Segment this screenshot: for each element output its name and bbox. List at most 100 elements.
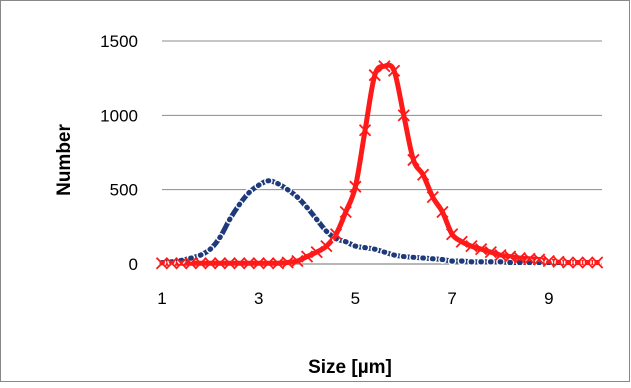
- data-point-circle: [196, 250, 205, 260]
- data-point-circle: [496, 257, 505, 267]
- y-axis-label: Number: [54, 124, 75, 196]
- data-point-circle: [573, 258, 583, 267]
- data-point-x: [349, 180, 362, 193]
- data-point-circle: [215, 232, 225, 242]
- x-axis-label: Size [µm]: [308, 357, 392, 378]
- data-point-x: [426, 190, 439, 204]
- y-tick-label: 0: [129, 255, 138, 274]
- x-tick-label: 7: [447, 289, 456, 308]
- x-tick-label: 3: [254, 289, 263, 308]
- data-point-circle: [283, 185, 293, 194]
- series-markers: [155, 60, 604, 270]
- data-point-x: [194, 257, 207, 270]
- data-point-x: [387, 64, 401, 77]
- data-point-circle: [312, 215, 322, 224]
- data-point-circle: [167, 257, 176, 267]
- data-point-circle: [225, 215, 234, 224]
- data-point-x: [552, 255, 565, 268]
- data-point-x: [281, 256, 294, 269]
- data-point-circle: [389, 250, 399, 260]
- data-point-circle: [476, 257, 486, 267]
- data-point-x: [329, 228, 343, 241]
- data-point-circle: [563, 258, 573, 267]
- data-point-x: [397, 109, 410, 122]
- data-point-circle: [341, 237, 351, 246]
- data-point-x: [465, 240, 478, 253]
- data-point-x: [562, 256, 575, 269]
- data-point-x: [204, 257, 217, 270]
- data-point-circle: [505, 258, 515, 267]
- data-point-circle: [254, 180, 264, 190]
- data-point-x: [155, 257, 169, 270]
- data-point-x: [252, 257, 265, 270]
- data-point-circle: [554, 258, 563, 267]
- data-point-circle: [302, 203, 312, 212]
- data-point-circle: [360, 243, 370, 252]
- data-point-circle: [293, 192, 302, 202]
- data-point-circle: [157, 258, 167, 267]
- data-point-x: [242, 257, 256, 270]
- data-point-x: [542, 254, 555, 268]
- series-line-2: [159, 62, 600, 266]
- data-point-x: [300, 250, 314, 263]
- x-tick-label: 9: [544, 289, 553, 308]
- data-point-circle: [409, 253, 418, 262]
- data-point-circle: [438, 255, 447, 264]
- data-point-circle: [273, 179, 283, 189]
- data-point-x: [474, 242, 488, 256]
- x-tick-labels: 1 3 5 7 9: [157, 289, 553, 308]
- data-point-x: [407, 153, 420, 167]
- data-point-x: [571, 256, 584, 269]
- data-point-x: [503, 250, 517, 263]
- data-point-x: [494, 248, 507, 262]
- data-point-circle: [264, 176, 273, 186]
- data-point-x: [445, 228, 459, 241]
- data-point-x: [271, 257, 285, 270]
- y-tick-label: 1000: [100, 106, 138, 125]
- data-point-x: [223, 257, 236, 270]
- data-point-x: [233, 257, 246, 270]
- data-point-x: [484, 245, 497, 259]
- data-point-x: [310, 245, 323, 259]
- y-tick-label: 500: [110, 181, 138, 200]
- data-point-x: [436, 205, 449, 219]
- data-point-x: [533, 253, 546, 266]
- data-point-circle: [322, 226, 331, 236]
- x-tick-label: 1: [157, 289, 166, 308]
- data-point-x: [416, 168, 430, 181]
- data-point-x: [339, 205, 352, 219]
- y-tick-label: 1500: [100, 32, 138, 51]
- data-point-circle: [418, 253, 428, 263]
- data-point-circle: [244, 188, 254, 197]
- data-point-circle: [486, 257, 496, 267]
- data-point-circle: [544, 258, 554, 267]
- y-tick-labels: 0 500 1000 1500: [100, 32, 138, 274]
- data-point-circle: [447, 256, 457, 266]
- data-point-x: [368, 69, 381, 82]
- data-point-x: [262, 257, 275, 270]
- data-point-circle: [592, 258, 602, 267]
- data-point-x: [184, 257, 198, 270]
- grid-lines: [162, 40, 602, 191]
- x-tick-label: 5: [351, 289, 360, 308]
- data-point-circle: [457, 256, 467, 266]
- data-point-x: [523, 252, 536, 265]
- data-point-circle: [206, 244, 215, 254]
- data-point-x: [591, 256, 604, 269]
- data-point-circle: [583, 258, 592, 267]
- data-point-circle: [186, 253, 196, 263]
- data-point-circle: [399, 252, 409, 261]
- data-point-circle: [380, 247, 389, 257]
- data-point-circle: [467, 257, 476, 267]
- data-point-circle: [370, 244, 380, 254]
- data-point-x: [213, 257, 227, 270]
- data-point-x: [165, 257, 178, 270]
- data-point-x: [378, 60, 391, 73]
- data-point-x: [291, 254, 304, 268]
- data-point-x: [358, 124, 372, 137]
- data-point-circle: [428, 254, 438, 264]
- data-point-circle: [351, 241, 360, 251]
